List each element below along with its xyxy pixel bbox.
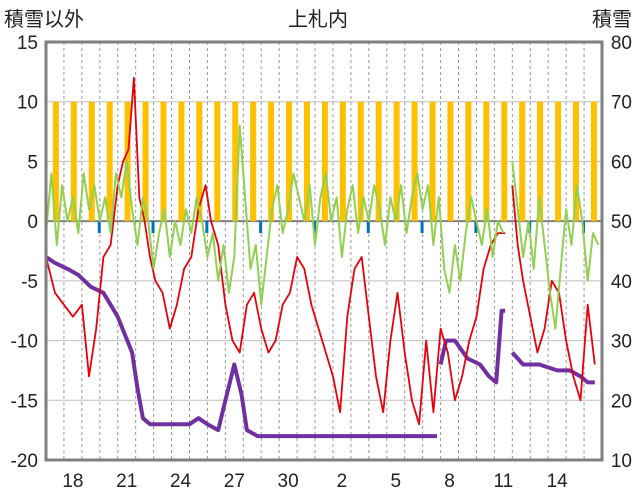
- series-line: [44, 255, 437, 439]
- orange-bar: [303, 101, 310, 222]
- bars: [52, 101, 597, 234]
- right-tick-label: 50: [611, 212, 632, 233]
- blue-bar: [151, 221, 155, 234]
- series-line: [510, 351, 595, 385]
- left-tick-label: 15: [17, 33, 38, 54]
- right-tick-label: 70: [611, 93, 632, 114]
- orange-bar: [70, 101, 77, 222]
- x-tick-label: 18: [62, 471, 83, 492]
- series-line: [511, 185, 596, 402]
- orange-bar: [196, 101, 203, 222]
- blue-bar: [474, 221, 478, 234]
- orange-bar: [142, 101, 149, 222]
- blue-bar: [259, 221, 263, 234]
- orange-bar: [429, 101, 436, 222]
- orange-bar: [268, 101, 275, 222]
- x-tick-label: 2: [337, 471, 348, 492]
- orange-bar: [501, 101, 508, 222]
- blue-bar: [205, 221, 209, 234]
- series-line: [438, 308, 506, 385]
- x-tick-label: 8: [444, 471, 455, 492]
- x-tick-label: 30: [278, 471, 299, 492]
- orange-bar: [483, 101, 490, 222]
- right-tick-label: 80: [611, 33, 632, 54]
- left-tick-label: -5: [21, 272, 38, 293]
- orange-bar: [465, 101, 472, 222]
- orange-bar: [537, 101, 544, 222]
- orange-bar: [375, 101, 382, 222]
- blue-bar: [312, 221, 316, 234]
- blue-bar: [366, 221, 370, 234]
- orange-bar: [590, 101, 597, 222]
- x-tick-label: 27: [224, 471, 245, 492]
- orange-bar: [321, 101, 328, 222]
- blue-bar: [97, 221, 101, 234]
- orange-bar: [447, 101, 454, 222]
- x-tick-label: 14: [547, 471, 569, 492]
- right-tick-label: 30: [611, 332, 632, 353]
- orange-bar: [572, 101, 579, 222]
- orange-bar: [88, 101, 95, 222]
- x-tick-label: 24: [170, 471, 192, 492]
- right-tick-label: 40: [611, 272, 632, 293]
- orange-bar: [52, 101, 59, 222]
- series-line: [511, 161, 600, 330]
- left-tick-label: 10: [17, 93, 38, 114]
- orange-bar: [357, 101, 364, 222]
- orange-bar: [286, 101, 293, 222]
- blue-bar: [420, 221, 424, 234]
- orange-bar: [178, 101, 185, 222]
- left-axis-label: 積雪以外: [4, 7, 84, 31]
- series-lines: [44, 76, 600, 439]
- right-tick-label: 60: [611, 152, 632, 173]
- orange-bar: [160, 101, 167, 222]
- orange-bar: [232, 101, 239, 222]
- right-tick-label: 10: [611, 451, 632, 472]
- orange-bar: [393, 101, 400, 222]
- orange-bar: [106, 101, 113, 222]
- orange-bar: [411, 101, 418, 222]
- chart-title: 上札内: [288, 7, 348, 31]
- left-tick-label: -20: [11, 451, 38, 472]
- x-tick-label: 5: [390, 471, 401, 492]
- x-tick-label: 21: [116, 471, 137, 492]
- left-tick-label: 0: [27, 212, 38, 233]
- right-axis-label: 積雪: [592, 7, 632, 31]
- orange-bar: [250, 101, 257, 222]
- orange-bar: [339, 101, 346, 222]
- orange-bar: [555, 101, 562, 222]
- left-tick-label: -10: [11, 332, 38, 353]
- x-tick-label: 11: [493, 471, 513, 492]
- left-tick-label: -15: [11, 391, 38, 412]
- orange-bar: [214, 101, 221, 222]
- right-tick-label: 20: [611, 391, 632, 412]
- series-line: [45, 76, 506, 426]
- orange-bar: [519, 101, 526, 222]
- plot-border: [44, 40, 604, 462]
- left-tick-label: 5: [27, 152, 38, 173]
- series-line: [45, 124, 505, 306]
